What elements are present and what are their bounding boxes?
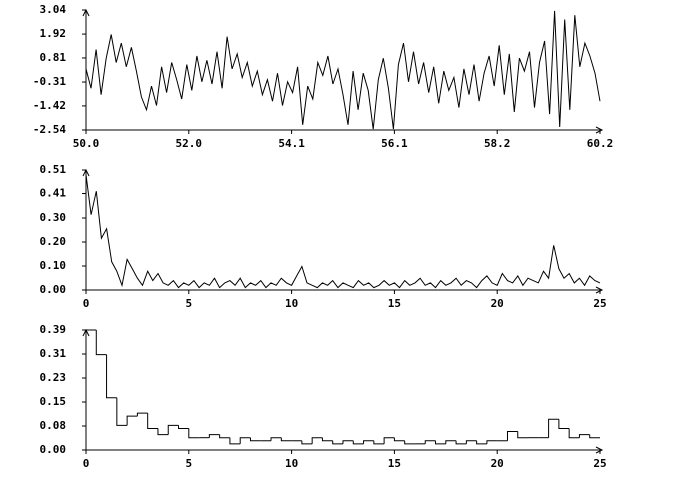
y-tick-label: 0.51 bbox=[40, 163, 67, 176]
x-axis bbox=[86, 446, 604, 454]
y-tick-label: 1.92 bbox=[40, 27, 67, 40]
x-tick-label: 5 bbox=[185, 457, 192, 470]
histogram-step bbox=[147, 413, 158, 429]
y-tick-label: 0.31 bbox=[40, 347, 67, 360]
histogram-step bbox=[476, 440, 487, 445]
y-tick-label: -2.54 bbox=[33, 123, 66, 136]
histogram-step bbox=[404, 440, 415, 445]
x-tick-label: 25 bbox=[593, 457, 606, 470]
histogram-step bbox=[208, 434, 220, 438]
histogram-step bbox=[239, 437, 251, 444]
y-tick-label: 0.41 bbox=[40, 187, 67, 200]
y-tick-label: -1.42 bbox=[33, 99, 66, 112]
histogram-step bbox=[219, 434, 230, 439]
x-tick-label: 10 bbox=[285, 457, 298, 470]
histogram-step bbox=[445, 440, 457, 444]
histogram-step bbox=[373, 440, 385, 445]
x-tick-label: 54.1 bbox=[278, 137, 305, 150]
y-tick-label: -0.31 bbox=[33, 75, 66, 88]
x-tick-label: 10 bbox=[285, 297, 298, 310]
histogram-step bbox=[270, 437, 282, 441]
histogram-step bbox=[342, 440, 354, 444]
y-tick-label: 0.20 bbox=[40, 235, 67, 248]
x-tick-label: 15 bbox=[388, 457, 401, 470]
histogram-step bbox=[589, 434, 600, 439]
x-tick-label: 15 bbox=[388, 297, 401, 310]
histogram-step bbox=[383, 437, 395, 444]
histogram-step bbox=[506, 431, 518, 441]
histogram-step bbox=[136, 412, 148, 417]
x-tick-label: 50.0 bbox=[73, 137, 100, 150]
x-tick-label: 60.2 bbox=[587, 137, 614, 150]
histogram-step bbox=[249, 437, 261, 442]
x-tick-label: 58.2 bbox=[484, 137, 511, 150]
histogram-step bbox=[229, 437, 241, 445]
y-tick-label: 0.30 bbox=[40, 211, 67, 224]
histogram-step bbox=[188, 428, 200, 439]
histogram-step bbox=[95, 330, 107, 356]
histogram-step bbox=[157, 428, 169, 436]
y-tick-label: 0.39 bbox=[40, 323, 67, 336]
histogram-step bbox=[486, 440, 498, 444]
histogram-step bbox=[332, 440, 343, 445]
histogram-step bbox=[352, 440, 364, 445]
x-tick-label: 5 bbox=[185, 297, 192, 310]
y-tick-label: 0.00 bbox=[40, 443, 67, 456]
histogram-step bbox=[393, 437, 405, 442]
histogram-step bbox=[558, 419, 570, 429]
x-tick-label: 20 bbox=[491, 297, 504, 310]
histogram-step bbox=[126, 415, 138, 426]
y-tick-label: 0.81 bbox=[40, 51, 67, 64]
histogram-step bbox=[455, 440, 467, 445]
histogram-step bbox=[321, 437, 333, 442]
data-line bbox=[85, 174, 601, 289]
histogram-step bbox=[424, 440, 436, 444]
histogram-step bbox=[116, 397, 128, 426]
y-tick-label: 0.10 bbox=[40, 259, 67, 272]
histogram-step bbox=[517, 431, 529, 439]
histogram-step bbox=[548, 418, 559, 438]
data-line bbox=[85, 10, 601, 130]
x-tick-label: 0 bbox=[83, 297, 90, 310]
histogram-step bbox=[167, 424, 179, 435]
histogram-step bbox=[178, 425, 189, 429]
histogram-step bbox=[578, 434, 590, 438]
histogram-step bbox=[301, 440, 313, 445]
x-tick-label: 56.1 bbox=[381, 137, 408, 150]
y-tick-label: 0.15 bbox=[40, 395, 67, 408]
histogram-step bbox=[106, 354, 117, 399]
x-tick-label: 52.0 bbox=[176, 137, 203, 150]
y-tick-label: 0.23 bbox=[40, 371, 67, 384]
x-tick-label: 25 bbox=[593, 297, 606, 310]
histogram-step bbox=[435, 440, 446, 445]
x-tick-label: 20 bbox=[491, 457, 504, 470]
x-axis bbox=[86, 126, 604, 134]
y-tick-label: 0.00 bbox=[40, 283, 67, 296]
histogram-step bbox=[311, 437, 323, 444]
histogram-step bbox=[280, 437, 292, 442]
y-tick-label: 3.04 bbox=[40, 3, 67, 16]
histogram-step bbox=[465, 440, 477, 444]
y-tick-label: 0.08 bbox=[40, 419, 67, 432]
histogram-step bbox=[568, 428, 580, 439]
x-axis bbox=[86, 286, 604, 294]
x-tick-label: 0 bbox=[83, 457, 90, 470]
histogram-step bbox=[363, 440, 374, 444]
histogram-step bbox=[85, 329, 97, 450]
